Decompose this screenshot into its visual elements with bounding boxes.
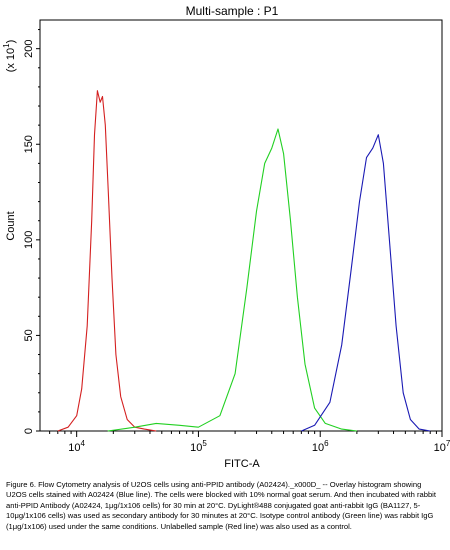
x-tick-exp: 6 xyxy=(324,439,329,448)
y-tick-label: 200 xyxy=(23,39,35,57)
x-axis-label: FITC-A xyxy=(224,458,260,470)
x-tick-base: 10 xyxy=(68,442,80,454)
x-tick-exp: 4 xyxy=(81,439,86,448)
series-group xyxy=(57,90,431,432)
x-minor-ticks xyxy=(49,431,437,434)
x-tick-exp: 7 xyxy=(446,439,450,448)
y-ticks: 0 50 100 150 200 xyxy=(23,29,40,434)
x-tick-exp: 5 xyxy=(202,439,207,448)
y-multiplier-label: (x 10 xyxy=(5,48,17,72)
y-multiplier-exp: 1 xyxy=(2,43,11,48)
x-tick-base: 10 xyxy=(434,442,446,454)
series-line-1 xyxy=(107,128,357,432)
x-tick-base: 10 xyxy=(312,442,324,454)
series-line-2 xyxy=(301,134,431,432)
x-tick-label: 107 xyxy=(434,439,450,454)
x-major-ticks: 104 105 106 107 xyxy=(68,431,450,454)
y-multiplier: (x 101) xyxy=(2,40,17,73)
y-axis-label: Count xyxy=(5,211,17,240)
x-tick-label: 104 xyxy=(68,439,85,454)
x-tick-label: 106 xyxy=(312,439,329,454)
figure-caption: Figure 6. Flow Cytometry analysis of U2O… xyxy=(6,480,436,531)
x-tick-base: 10 xyxy=(190,442,202,454)
y-tick-label: 150 xyxy=(23,135,35,153)
y-multiplier-close: ) xyxy=(5,40,17,44)
series-line-0 xyxy=(57,90,157,432)
svg-text:(x 101): (x 101) xyxy=(2,40,17,73)
chart-title: Multi-sample : P1 xyxy=(186,4,279,18)
flow-cytometry-chart: Multi-sample : P1 104 105 106 107 050100150… xyxy=(2,4,450,470)
x-tick-label: 105 xyxy=(190,439,207,454)
y-tick-label: 50 xyxy=(23,329,35,341)
plot-frame xyxy=(39,19,443,432)
y-tick-label: 0 xyxy=(23,428,35,434)
y-tick-label: 100 xyxy=(23,231,35,249)
